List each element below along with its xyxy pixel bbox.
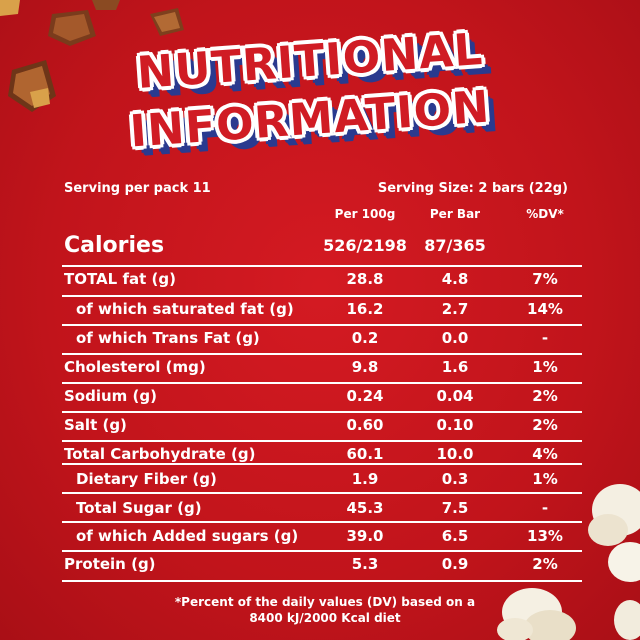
value-dv: 7% (532, 270, 558, 288)
nutrient-row: Total Sugar (g) 45.3 7.5 - (0, 495, 640, 524)
nutrient-name: of which Added sugars (g) (76, 527, 299, 545)
divider (62, 324, 582, 326)
value-dv: 13% (527, 527, 563, 545)
nutrient-name: Sodium (g) (64, 387, 157, 405)
value-dv: 2% (532, 416, 558, 434)
title-banner: NUTRITIONAL INFORMATION (95, 24, 525, 170)
nutrient-name: Total Sugar (g) (76, 499, 202, 517)
footnote-line-1: *Percent of the daily values (DV) based … (174, 595, 476, 609)
footnote-line-2: 8400 kJ/2000 Kcal diet (249, 611, 401, 625)
value-per-bar: 0.10 (436, 416, 474, 434)
value-per-bar: 10.0 (436, 445, 474, 463)
value-dv: - (541, 499, 549, 517)
divider (62, 492, 582, 494)
value-per-100g: 16.2 (346, 300, 384, 318)
value-per-100g: 60.1 (346, 445, 384, 463)
value-dv: 2% (532, 555, 558, 573)
value-per-100g: 1.9 (351, 470, 379, 488)
divider (62, 353, 582, 355)
nutrient-row: Total Carbohydrate (g) 60.1 10.0 4% (0, 441, 640, 470)
nutrient-name: Salt (g) (64, 416, 127, 434)
nutrient-name: Cholesterol (mg) (64, 358, 206, 376)
chocolate-pieces-decoration (0, 0, 184, 112)
value-per-bar: 7.5 (441, 499, 469, 517)
value-dv: 1% (532, 470, 558, 488)
nutrient-row: Cholesterol (mg) 9.8 1.6 1% (0, 354, 640, 383)
value-per-bar: 1.6 (441, 358, 469, 376)
divider (62, 521, 582, 523)
value-dv: 14% (527, 300, 563, 318)
value-per-bar: 0.3 (441, 470, 469, 488)
divider (62, 382, 582, 384)
nutrient-name: Total Carbohydrate (g) (64, 445, 256, 463)
servings-per-pack: Serving per pack 11 (64, 181, 211, 196)
column-header-dv: %DV* (526, 207, 564, 221)
serving-size: Serving Size: 2 bars (22g) (377, 181, 568, 196)
nutrient-row: TOTAL fat (g) 28.8 4.8 7% (0, 266, 640, 295)
value-per-bar: 0.0 (441, 329, 469, 347)
value-per-bar: 6.5 (441, 527, 469, 545)
value-dv: 1% (532, 358, 558, 376)
value-dv: 4% (532, 445, 558, 463)
value-per-100g: 45.3 (346, 499, 384, 517)
nutrient-name: Dietary Fiber (g) (76, 470, 217, 488)
divider (62, 550, 582, 552)
nutrient-row: of which saturated fat (g) 16.2 2.7 14% (0, 296, 640, 325)
divider (62, 463, 582, 465)
calories-per-bar: 87/365 (424, 236, 486, 255)
value-per-100g: 9.8 (351, 358, 379, 376)
nutrient-name: of which Trans Fat (g) (76, 329, 260, 347)
nutrient-row: Sodium (g) 0.24 0.04 2% (0, 383, 640, 412)
calories-label: Calories (64, 233, 165, 258)
value-per-bar: 4.8 (441, 270, 469, 288)
nutrient-row: Dietary Fiber (g) 1.9 0.3 1% (0, 466, 640, 495)
value-per-bar: 2.7 (441, 300, 469, 318)
divider (62, 295, 582, 297)
value-per-100g: 5.3 (351, 555, 379, 573)
nutrient-row: of which Trans Fat (g) 0.2 0.0 - (0, 325, 640, 354)
nutrient-name: Protein (g) (64, 555, 156, 573)
nutrient-row: Protein (g) 5.3 0.9 2% (0, 551, 640, 580)
popcorn-decoration (497, 484, 640, 640)
footnote: *Percent of the daily values (DV) based … (140, 594, 510, 626)
value-per-bar: 0.04 (436, 387, 474, 405)
divider (62, 411, 582, 413)
value-per-100g: 0.60 (346, 416, 384, 434)
value-dv: 2% (532, 387, 558, 405)
value-dv: - (541, 329, 549, 347)
divider (62, 580, 582, 582)
nutrient-row: of which Added sugars (g) 39.0 6.5 13% (0, 523, 640, 552)
value-per-100g: 0.2 (351, 329, 379, 347)
column-header-per-100g: Per 100g (334, 207, 396, 221)
nutrient-name: TOTAL fat (g) (64, 270, 176, 288)
column-header-per-bar: Per Bar (429, 207, 481, 221)
nutrient-row: Salt (g) 0.60 0.10 2% (0, 412, 640, 441)
value-per-bar: 0.9 (441, 555, 469, 573)
divider (62, 440, 582, 442)
value-per-100g: 28.8 (346, 270, 384, 288)
value-per-100g: 0.24 (346, 387, 384, 405)
nutrient-name: of which saturated fat (g) (76, 300, 294, 318)
calories-per-100g: 526/2198 (323, 236, 407, 255)
value-per-100g: 39.0 (346, 527, 384, 545)
divider (62, 265, 582, 267)
